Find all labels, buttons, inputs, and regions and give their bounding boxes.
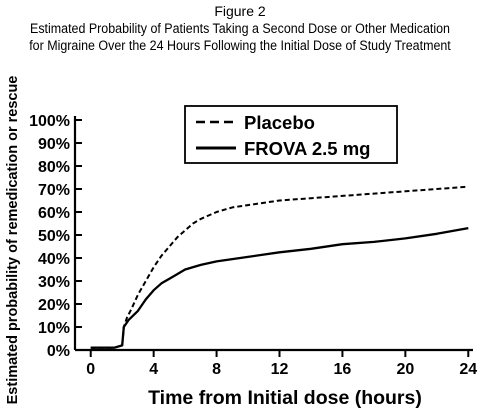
y-tick-label: 90%: [38, 136, 70, 153]
y-tick-label: 40%: [38, 251, 70, 268]
figure-title-line-2: for Migraine Over the 24 Hours Following…: [29, 38, 451, 53]
legend-label: FROVA 2.5 mg: [244, 138, 370, 159]
series-line-placebo: [90, 185, 469, 349]
x-tick-label: 4: [149, 361, 158, 378]
y-tick-label: 10%: [38, 320, 70, 337]
ticks: 0% 10% 20% 30% 40% 50% 60% 70% 80% 90% 100% 0 4 8 12 16…: [29, 113, 477, 378]
y-tick-label: 30%: [38, 274, 70, 291]
x-tick-label: 24: [459, 361, 477, 378]
x-tick-label: 16: [334, 361, 352, 378]
y-axis-title-group: Estimated probability of remedication or…: [5, 76, 21, 405]
figure-title: Estimated Probability of Patients Taking…: [17, 20, 463, 54]
legend: Placebo FROVA 2.5 mg: [184, 105, 398, 164]
x-tick-label: 12: [271, 361, 289, 378]
figure-label: Figure 2: [214, 3, 266, 19]
series-line-frova-2-5-mg: [90, 226, 469, 349]
x-tick-label: 0: [86, 361, 95, 378]
y-tick-label: 0%: [47, 343, 70, 360]
series-layer: [90, 185, 469, 349]
y-tick-label: 80%: [38, 159, 70, 176]
legend-label: Placebo: [244, 112, 315, 133]
x-tick-label: 20: [396, 361, 414, 378]
y-tick-label: 100%: [29, 113, 70, 130]
axes: [73, 116, 473, 352]
legend-box: [184, 105, 398, 164]
y-tick-label: 20%: [38, 297, 70, 314]
y-tick-label: 60%: [38, 205, 70, 222]
y-axis-title: Estimated probability of remedication or…: [5, 76, 21, 405]
figure-title-line-1: Estimated Probability of Patients Taking…: [30, 21, 450, 36]
x-axis-title: Time from Initial dose (hours): [148, 387, 422, 409]
y-tick-label: 70%: [38, 182, 70, 199]
x-tick-label: 8: [212, 361, 221, 378]
y-tick-label: 50%: [38, 228, 70, 245]
